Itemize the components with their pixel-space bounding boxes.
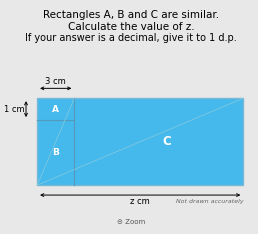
Text: 1 cm: 1 cm — [4, 105, 24, 113]
Text: C: C — [163, 135, 172, 148]
Bar — [37, 98, 243, 185]
Text: A: A — [52, 105, 59, 113]
Text: Calculate the value of z.: Calculate the value of z. — [68, 22, 194, 32]
Text: Rectangles A, B and C are similar.: Rectangles A, B and C are similar. — [43, 10, 219, 20]
Text: z cm: z cm — [130, 197, 150, 206]
Text: B: B — [52, 148, 59, 157]
Text: 3 cm: 3 cm — [45, 77, 66, 86]
Text: Not drawn accurately: Not drawn accurately — [176, 199, 243, 204]
Text: If your answer is a decimal, give it to 1 d.p.: If your answer is a decimal, give it to … — [25, 33, 237, 43]
Text: ⊝ Zoom: ⊝ Zoom — [117, 219, 145, 225]
